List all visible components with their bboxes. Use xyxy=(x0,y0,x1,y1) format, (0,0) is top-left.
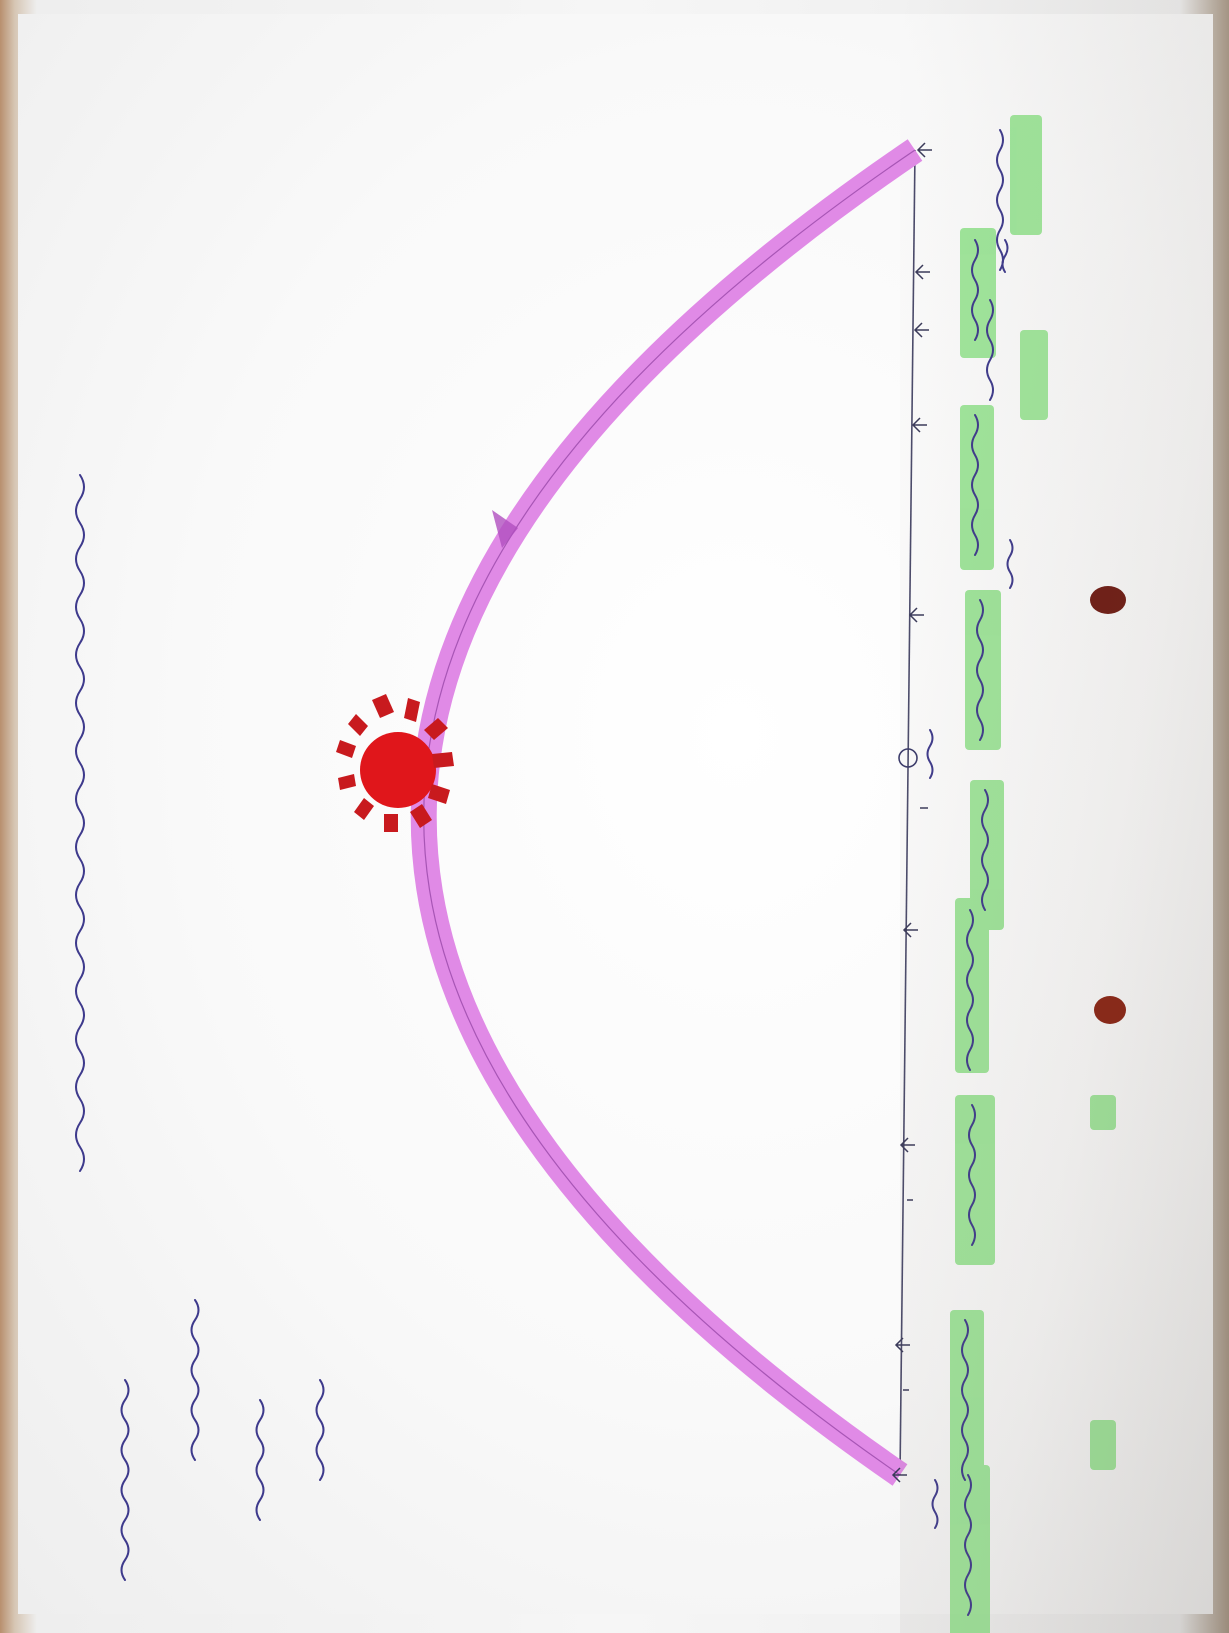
sun-path-arc xyxy=(410,139,923,1486)
sun-icon xyxy=(336,694,454,832)
handwritten-title xyxy=(75,474,85,1172)
ink-blot xyxy=(1094,996,1126,1024)
time-axis-line xyxy=(899,149,916,1476)
ink-blot xyxy=(1090,586,1126,614)
label-highlights xyxy=(950,115,1116,1633)
noon-marker xyxy=(898,748,918,768)
paper-sheet xyxy=(18,14,1213,1614)
axis-ticks xyxy=(891,142,932,1483)
handwritten-side-notes xyxy=(120,1299,325,1581)
handwritten-labels xyxy=(926,129,1014,1616)
direction-arrow-icon xyxy=(492,510,518,548)
